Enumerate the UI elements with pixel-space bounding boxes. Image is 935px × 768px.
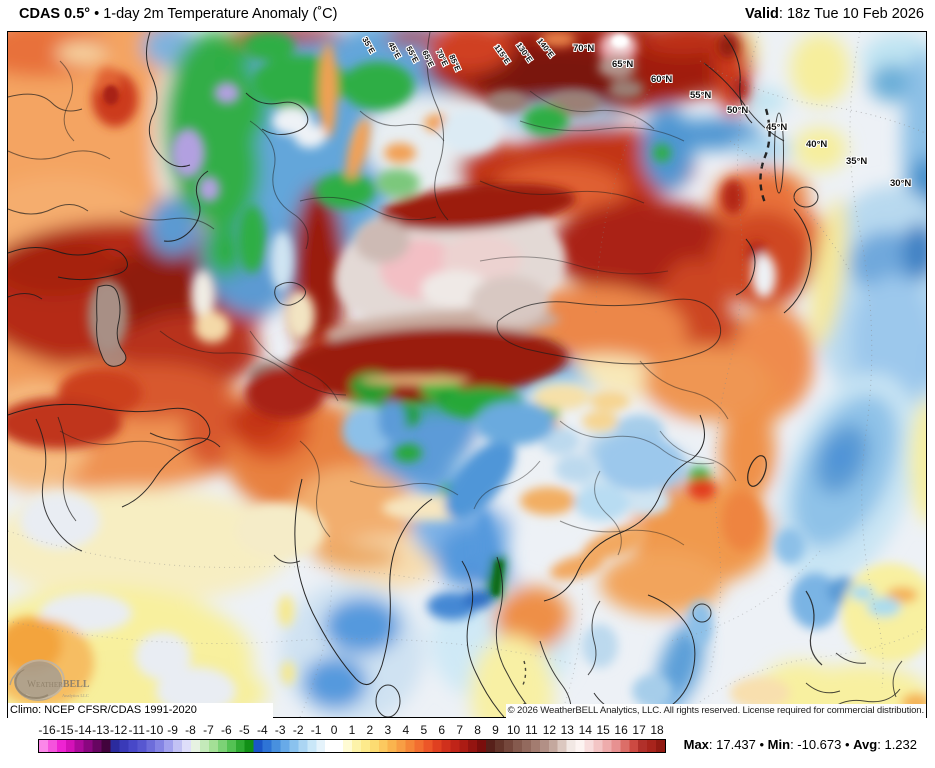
svg-text:Analytics LLC: Analytics LLC bbox=[62, 693, 89, 698]
svg-text:50°N: 50°N bbox=[727, 105, 748, 116]
svg-text:30°N: 30°N bbox=[890, 178, 911, 189]
svg-text:45°N: 45°N bbox=[766, 122, 787, 133]
svg-text:WEATHERBELL: WEATHERBELL bbox=[27, 679, 90, 690]
svg-text:65°N: 65°N bbox=[612, 59, 633, 70]
svg-text:60°N: 60°N bbox=[651, 74, 672, 85]
svg-text:35°N: 35°N bbox=[846, 156, 867, 167]
svg-text:70°N: 70°N bbox=[573, 43, 594, 54]
svg-text:40°N: 40°N bbox=[806, 139, 827, 150]
svg-text:55°N: 55°N bbox=[690, 90, 711, 101]
